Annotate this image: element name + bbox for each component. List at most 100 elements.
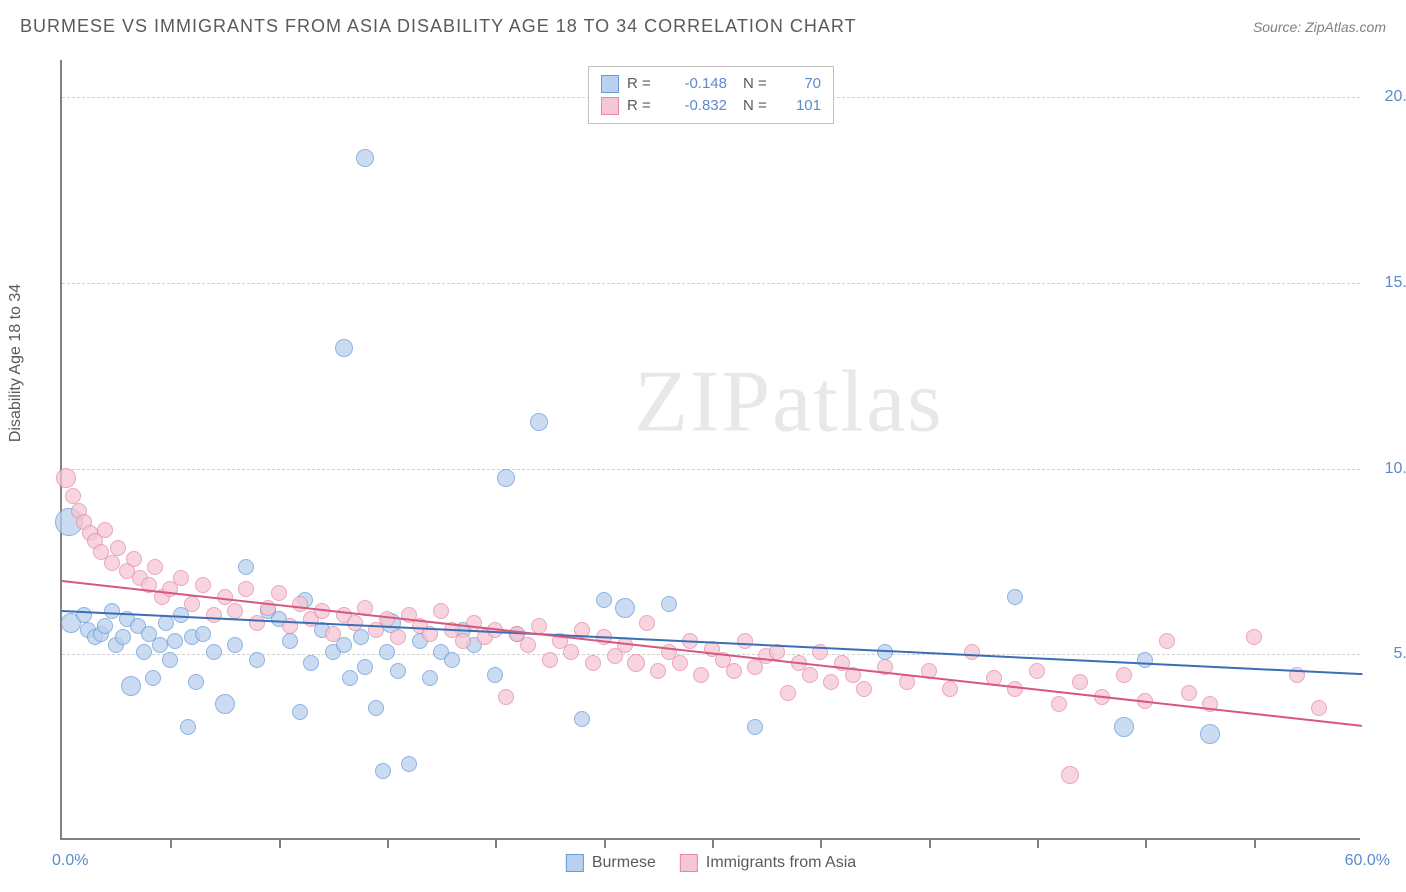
n-label: N =	[743, 95, 775, 117]
data-point	[596, 592, 612, 608]
legend-swatch	[566, 854, 584, 872]
data-point	[115, 629, 131, 645]
data-point	[693, 667, 709, 683]
x-axis-max-label: 60.0%	[1345, 852, 1390, 870]
data-point	[823, 674, 839, 690]
data-point	[56, 468, 76, 488]
legend-correlation-box: R = -0.148 N = 70R = -0.832 N = 101	[588, 66, 834, 124]
data-point	[802, 667, 818, 683]
r-label: R =	[627, 95, 657, 117]
data-point	[121, 676, 141, 696]
data-point	[206, 644, 222, 660]
legend-series-label: Burmese	[592, 854, 656, 872]
data-point	[401, 756, 417, 772]
data-point	[1116, 667, 1132, 683]
data-point	[65, 488, 81, 504]
data-point	[110, 540, 126, 556]
x-tick	[387, 840, 389, 848]
x-tick	[495, 840, 497, 848]
data-point	[379, 644, 395, 660]
data-point	[1200, 724, 1220, 744]
data-point	[227, 603, 243, 619]
n-value: 101	[783, 95, 821, 117]
data-point	[672, 655, 688, 671]
data-point	[335, 339, 353, 357]
data-point	[1311, 700, 1327, 716]
data-point	[726, 663, 742, 679]
data-point	[173, 570, 189, 586]
data-point	[215, 694, 235, 714]
data-point	[1246, 629, 1262, 645]
data-point	[1181, 685, 1197, 701]
n-value: 70	[783, 73, 821, 95]
legend-series-item: Burmese	[566, 854, 656, 872]
data-point	[650, 663, 666, 679]
watermark-atlas: atlas	[772, 354, 943, 451]
data-point	[325, 626, 341, 642]
r-value: -0.832	[665, 95, 727, 117]
data-point	[615, 598, 635, 618]
data-point	[188, 674, 204, 690]
data-point	[292, 596, 308, 612]
data-point	[76, 607, 92, 623]
data-point	[422, 670, 438, 686]
data-point	[356, 149, 374, 167]
legend-series: Burmese Immigrants from Asia	[566, 854, 856, 872]
data-point	[180, 719, 196, 735]
data-point	[303, 655, 319, 671]
data-point	[271, 585, 287, 601]
legend-swatch	[601, 97, 619, 115]
y-tick-label: 20.0%	[1370, 88, 1406, 106]
data-point	[368, 700, 384, 716]
r-label: R =	[627, 73, 657, 95]
data-point	[574, 711, 590, 727]
data-point	[433, 603, 449, 619]
data-point	[585, 655, 601, 671]
legend-swatch	[601, 75, 619, 93]
data-point	[1007, 681, 1023, 697]
data-point	[104, 555, 120, 571]
data-point	[97, 522, 113, 538]
x-tick	[1254, 840, 1256, 848]
data-point	[238, 581, 254, 597]
data-point	[1114, 717, 1134, 737]
data-point	[444, 652, 460, 668]
y-tick-label: 15.0%	[1370, 274, 1406, 292]
data-point	[497, 469, 515, 487]
data-point	[342, 670, 358, 686]
data-point	[563, 644, 579, 660]
data-point	[964, 644, 980, 660]
data-point	[942, 681, 958, 697]
data-point	[627, 654, 645, 672]
data-point	[498, 689, 514, 705]
data-point	[390, 629, 406, 645]
gridline-h	[62, 469, 1360, 470]
watermark: ZIPatlas	[634, 352, 943, 453]
data-point	[97, 618, 113, 634]
x-tick	[1037, 840, 1039, 848]
x-tick	[279, 840, 281, 848]
data-point	[1061, 766, 1079, 784]
data-point	[249, 652, 265, 668]
gridline-h	[62, 283, 1360, 284]
data-point	[1072, 674, 1088, 690]
r-value: -0.148	[665, 73, 727, 95]
data-point	[1159, 633, 1175, 649]
data-point	[661, 596, 677, 612]
legend-correlation-row: R = -0.832 N = 101	[601, 95, 821, 117]
x-tick	[929, 840, 931, 848]
data-point	[737, 633, 753, 649]
data-point	[375, 763, 391, 779]
data-point	[147, 559, 163, 575]
x-axis-min-label: 0.0%	[52, 852, 88, 870]
legend-correlation-row: R =-0.148N =70	[601, 73, 821, 95]
x-tick	[1145, 840, 1147, 848]
data-point	[357, 659, 373, 675]
legend-series-item: Immigrants from Asia	[680, 854, 856, 872]
watermark-zip: ZIP	[634, 354, 772, 451]
data-point	[195, 577, 211, 593]
data-point	[639, 615, 655, 631]
data-point	[184, 596, 200, 612]
data-point	[353, 629, 369, 645]
data-point	[152, 637, 168, 653]
